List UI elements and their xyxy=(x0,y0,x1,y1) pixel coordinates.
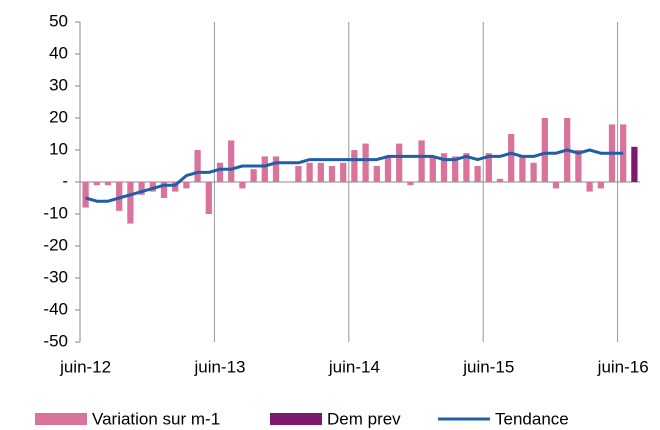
bar xyxy=(172,182,179,192)
legend-label: Dem prev xyxy=(327,409,401,428)
y-tick-label: 10 xyxy=(49,139,68,158)
bar xyxy=(317,162,324,182)
bar xyxy=(440,153,448,182)
bar xyxy=(418,140,425,182)
bar xyxy=(631,146,638,182)
bar xyxy=(93,182,100,186)
bar xyxy=(552,182,560,189)
legend-swatch xyxy=(35,413,87,425)
bar xyxy=(541,118,548,182)
bar xyxy=(272,156,280,182)
x-tick-label: juin-12 xyxy=(59,357,111,376)
bar xyxy=(261,156,268,182)
bar xyxy=(284,182,291,183)
x-tick-label: juin-14 xyxy=(328,357,380,376)
y-tick-label: -30 xyxy=(43,267,68,286)
bar xyxy=(429,156,436,182)
bar xyxy=(306,162,313,182)
y-tick-label: 40 xyxy=(49,43,68,62)
x-tick-label: juin-13 xyxy=(193,357,245,376)
bar xyxy=(183,182,190,189)
bar xyxy=(396,143,403,182)
y-tick-label: -10 xyxy=(43,203,68,222)
y-tick-label: -40 xyxy=(43,299,68,318)
bar xyxy=(463,153,470,182)
bar xyxy=(216,162,224,182)
bar xyxy=(508,134,515,182)
bar xyxy=(474,166,481,182)
legend-swatch xyxy=(270,413,322,425)
bar xyxy=(519,156,526,182)
legend-label: Tendance xyxy=(495,409,569,428)
bar xyxy=(485,153,492,182)
bar xyxy=(82,182,89,208)
y-tick-label: -50 xyxy=(43,331,68,350)
bar xyxy=(194,150,201,182)
x-tick-label: juin-16 xyxy=(597,357,649,376)
x-tick-label: juin-15 xyxy=(462,357,514,376)
bar xyxy=(575,150,582,182)
y-tick-label: 30 xyxy=(49,75,68,94)
bar xyxy=(149,182,156,192)
bar xyxy=(239,182,246,189)
y-tick-label: -20 xyxy=(43,235,68,254)
bar xyxy=(362,143,369,182)
bar xyxy=(452,156,459,182)
bar xyxy=(586,182,593,192)
bar xyxy=(530,162,537,182)
bar xyxy=(328,166,336,182)
bar xyxy=(295,166,302,182)
bar xyxy=(597,182,604,189)
bar xyxy=(228,140,235,182)
bar xyxy=(138,182,145,195)
bar xyxy=(104,182,112,186)
bar xyxy=(127,182,134,224)
bar xyxy=(116,182,123,211)
bar xyxy=(250,169,257,182)
bar xyxy=(384,156,392,182)
bar xyxy=(407,182,414,186)
y-tick-label: - xyxy=(62,171,68,190)
y-tick-label: 50 xyxy=(49,11,68,30)
trend-line xyxy=(85,148,624,203)
bar xyxy=(496,178,504,182)
bar xyxy=(205,182,212,214)
bar xyxy=(160,182,168,198)
legend-label: Variation sur m-1 xyxy=(92,409,220,428)
bar xyxy=(373,166,380,182)
y-tick-label: 20 xyxy=(49,107,68,126)
bar xyxy=(340,162,347,182)
bar xyxy=(351,150,358,182)
